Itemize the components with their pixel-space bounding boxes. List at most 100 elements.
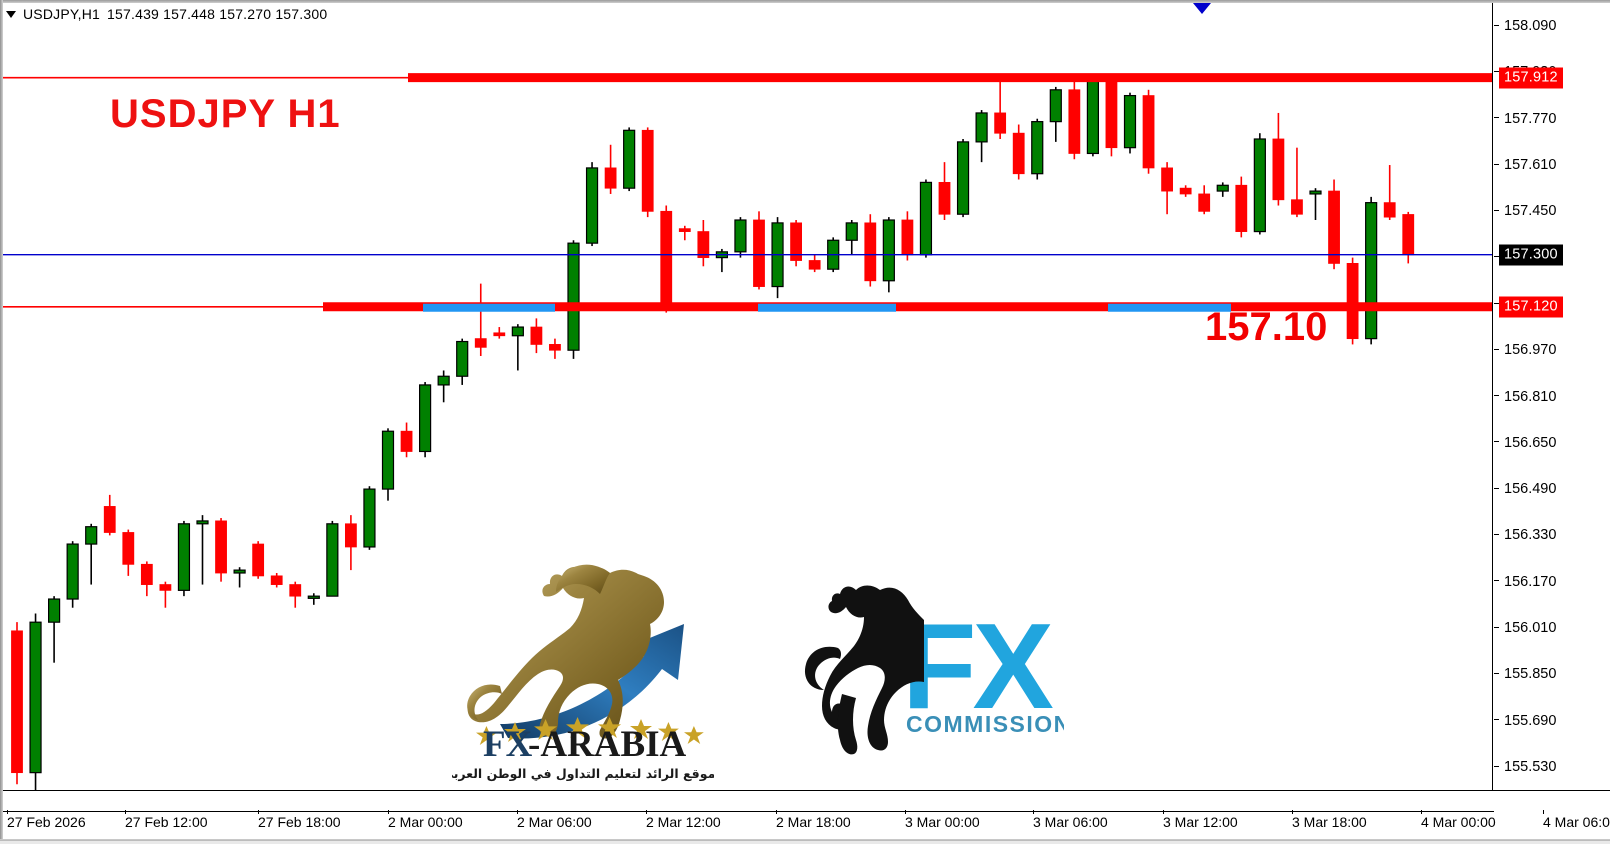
time-tick-label: 2 Mar 18:00 bbox=[776, 810, 851, 830]
candle bbox=[344, 515, 357, 571]
candle bbox=[66, 541, 79, 608]
candle bbox=[1365, 196, 1378, 345]
candle bbox=[419, 382, 432, 458]
fx-arabia-wordmark-fx: FX bbox=[483, 724, 533, 765]
candle bbox=[549, 338, 561, 359]
time-tick-label: 27 Feb 2026 bbox=[7, 810, 86, 830]
candle bbox=[808, 254, 821, 273]
time-tick-label: 2 Mar 12:00 bbox=[646, 810, 721, 830]
time-tick-label: 3 Mar 00:00 bbox=[905, 810, 980, 830]
time-tick-label: 2 Mar 06:00 bbox=[517, 810, 592, 830]
chart-title-overlay: USDJPY H1 bbox=[110, 92, 341, 136]
chart-plot-area[interactable] bbox=[3, 3, 1493, 790]
candle bbox=[1105, 78, 1118, 157]
horse-mane-shape bbox=[556, 564, 610, 594]
window-left-border bbox=[0, 0, 3, 844]
candle bbox=[11, 622, 23, 785]
time-tick-label: 2 Mar 00:00 bbox=[388, 810, 463, 830]
candle bbox=[29, 613, 42, 790]
price-tick-label: 156.010 bbox=[1494, 620, 1556, 636]
fx-arabia-tagline: الموقع الرائد لتعليم التداول في الوطن ال… bbox=[452, 766, 714, 781]
candle bbox=[660, 205, 673, 313]
candle bbox=[1235, 176, 1248, 238]
fx-arabia-wordmark-arabia: -ARABIA bbox=[528, 724, 687, 765]
candles-layer bbox=[11, 75, 1415, 790]
candle bbox=[85, 523, 98, 585]
candle bbox=[753, 211, 765, 290]
candle bbox=[1328, 179, 1340, 270]
candle bbox=[252, 541, 265, 579]
price-tick-label: 158.090 bbox=[1494, 18, 1556, 34]
candlestick-canvas bbox=[3, 73, 1492, 790]
time-tick-label: 3 Mar 18:00 bbox=[1292, 810, 1367, 830]
candle bbox=[511, 324, 524, 371]
candle bbox=[103, 494, 116, 536]
price-tick-label: 156.330 bbox=[1494, 527, 1556, 543]
candle bbox=[326, 520, 339, 597]
window-bottom-border bbox=[0, 840, 1610, 844]
candle bbox=[994, 78, 1007, 139]
candle bbox=[400, 422, 413, 458]
resistance-price-badge: 157.912 bbox=[1499, 67, 1563, 89]
candle bbox=[604, 144, 617, 194]
candle bbox=[864, 214, 877, 287]
triangle-down-marker-icon bbox=[1193, 3, 1211, 14]
ohlc-values-label: 157.439 157.448 157.270 157.300 bbox=[107, 6, 328, 22]
price-tick-label: 157.770 bbox=[1494, 111, 1556, 127]
fx-commission-wordmark-fx: FX bbox=[902, 598, 1054, 734]
price-tick-label: 156.650 bbox=[1494, 435, 1556, 451]
triangle-down-icon[interactable] bbox=[6, 10, 16, 18]
candle bbox=[474, 283, 487, 356]
candle bbox=[140, 561, 153, 597]
price-tick-label: 157.610 bbox=[1494, 157, 1556, 173]
candle bbox=[938, 162, 951, 221]
support-price-badge: 157.120 bbox=[1499, 296, 1563, 318]
candle bbox=[177, 520, 191, 597]
candle bbox=[1031, 118, 1044, 180]
candle bbox=[678, 225, 691, 241]
candle bbox=[567, 240, 580, 359]
candle bbox=[1068, 81, 1081, 160]
time-axis-rule bbox=[3, 811, 1494, 812]
candle bbox=[956, 138, 970, 218]
candle bbox=[919, 179, 933, 258]
candle bbox=[1123, 92, 1137, 154]
axis-bottom-rule bbox=[0, 839, 1610, 840]
price-levels-layer bbox=[3, 73, 1492, 312]
level-annotation-text: 157.10 bbox=[1205, 305, 1328, 349]
stars-row bbox=[476, 717, 704, 745]
time-axis[interactable]: 27 Feb 2026 27 Feb 12:00 27 Feb 18:00 2 Mar… bbox=[3, 790, 1610, 840]
candle bbox=[585, 162, 599, 247]
price-axis[interactable]: 158.090157.930157.770157.610157.450157.2… bbox=[1494, 3, 1610, 790]
candle bbox=[1216, 182, 1229, 197]
candle bbox=[1161, 162, 1173, 215]
price-tick-label: 155.850 bbox=[1494, 666, 1556, 682]
fx-arabia-logo: FX -ARABIA الموقع الرائد لتعليم التداول … bbox=[452, 528, 714, 790]
candle bbox=[697, 220, 710, 267]
candle bbox=[1383, 165, 1396, 221]
time-tick-label: 4 Mar 06:00 bbox=[1543, 810, 1610, 830]
candle bbox=[456, 338, 469, 385]
candle bbox=[215, 518, 227, 582]
window-top-border bbox=[0, 0, 1610, 3]
quote-header: USDJPY,H1 157.439 157.448 157.270 157.30… bbox=[6, 6, 327, 22]
candle bbox=[381, 428, 395, 501]
candle bbox=[1049, 86, 1062, 142]
candle bbox=[1402, 211, 1415, 264]
current-price-badge: 157.300 bbox=[1499, 244, 1563, 266]
candle bbox=[1086, 75, 1100, 157]
time-tick-label: 3 Mar 06:00 bbox=[1033, 810, 1108, 830]
candle bbox=[233, 567, 246, 588]
horse-tail-shape bbox=[467, 684, 502, 720]
time-tick-label: 27 Feb 12:00 bbox=[125, 810, 208, 830]
candle bbox=[901, 211, 914, 261]
candle bbox=[437, 370, 450, 403]
time-tick-label: 27 Feb 18:00 bbox=[258, 810, 341, 830]
candle bbox=[270, 572, 283, 588]
candle bbox=[1309, 188, 1322, 221]
fx-commission-logo: FX COMMISSION bbox=[784, 560, 1064, 770]
candle bbox=[122, 529, 135, 576]
horse-shape bbox=[467, 566, 664, 739]
candle bbox=[159, 581, 172, 608]
